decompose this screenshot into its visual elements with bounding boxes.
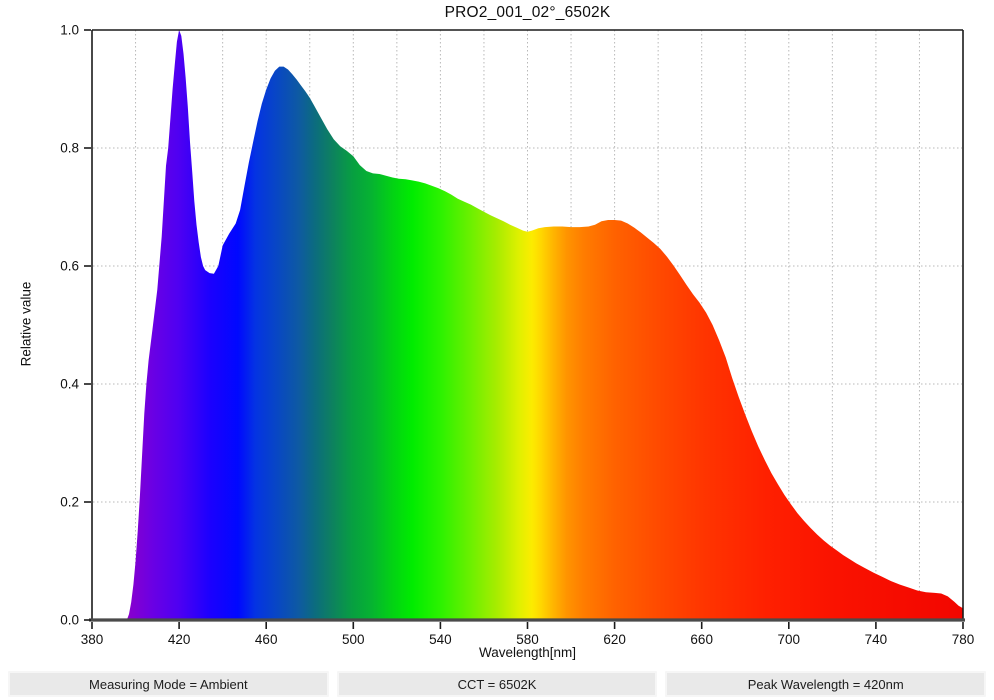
x-axis-label: Wavelength[nm]: [478, 645, 577, 660]
chart-title: PRO2_001_02°_6502K: [444, 4, 611, 21]
chart-area: PRO2_001_02°_6502K Relative value 380 420…: [19, 4, 975, 660]
cct-chip: CCT = 6502K: [336, 671, 658, 697]
x-tick-label: 540: [429, 632, 452, 647]
x-tick-label: 780: [952, 632, 975, 647]
status-bar: Measuring Mode = Ambient CCT = 6502K Pea…: [0, 671, 994, 697]
x-tick-label: 700: [778, 632, 801, 647]
measuring-mode-chip: Measuring Mode = Ambient: [8, 671, 329, 697]
y-tick-label: 0.8: [60, 141, 79, 156]
x-tick-label: 660: [690, 632, 713, 647]
x-tick-label: 420: [168, 632, 191, 647]
x-tick-label: 580: [516, 632, 539, 647]
y-tick-label: 0.6: [60, 259, 79, 274]
y-tick-label: 0.4: [60, 377, 79, 392]
spectral-curve: [126, 30, 964, 620]
x-tick-label: 620: [603, 632, 626, 647]
x-tick-label: 500: [342, 632, 365, 647]
x-tick-label: 380: [81, 632, 104, 647]
x-tick-label: 740: [865, 632, 888, 647]
y-tick-label: 0.2: [60, 495, 79, 510]
y-tick-label: 1.0: [60, 23, 79, 38]
spectral-area-plot: 380 420 460 500 540 580 620 660 700 740 780 0.0 0.2 0…: [60, 23, 975, 648]
x-tick-label: 460: [255, 632, 278, 647]
peak-wavelength-chip: Peak Wavelength = 420nm: [665, 671, 987, 697]
y-tick-label: 0.0: [60, 613, 79, 628]
